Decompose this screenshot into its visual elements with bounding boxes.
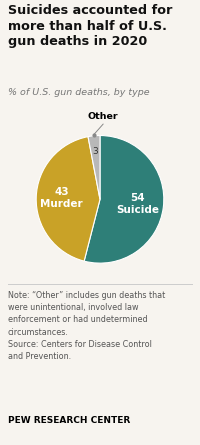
Text: Suicides accounted for
more than half of U.S.
gun deaths in 2020: Suicides accounted for more than half of… bbox=[8, 4, 172, 49]
Wedge shape bbox=[88, 136, 100, 199]
Text: 54
Suicide: 54 Suicide bbox=[116, 193, 159, 215]
Text: % of U.S. gun deaths, by type: % of U.S. gun deaths, by type bbox=[8, 89, 150, 97]
Text: Other: Other bbox=[88, 113, 119, 121]
Wedge shape bbox=[36, 137, 100, 261]
Wedge shape bbox=[84, 136, 164, 263]
Text: PEW RESEARCH CENTER: PEW RESEARCH CENTER bbox=[8, 416, 130, 425]
Text: Note: “Other” includes gun deaths that
were unintentional, involved law
enforcem: Note: “Other” includes gun deaths that w… bbox=[8, 291, 165, 361]
Text: 3: 3 bbox=[93, 147, 98, 156]
Text: 43
Murder: 43 Murder bbox=[40, 187, 83, 209]
